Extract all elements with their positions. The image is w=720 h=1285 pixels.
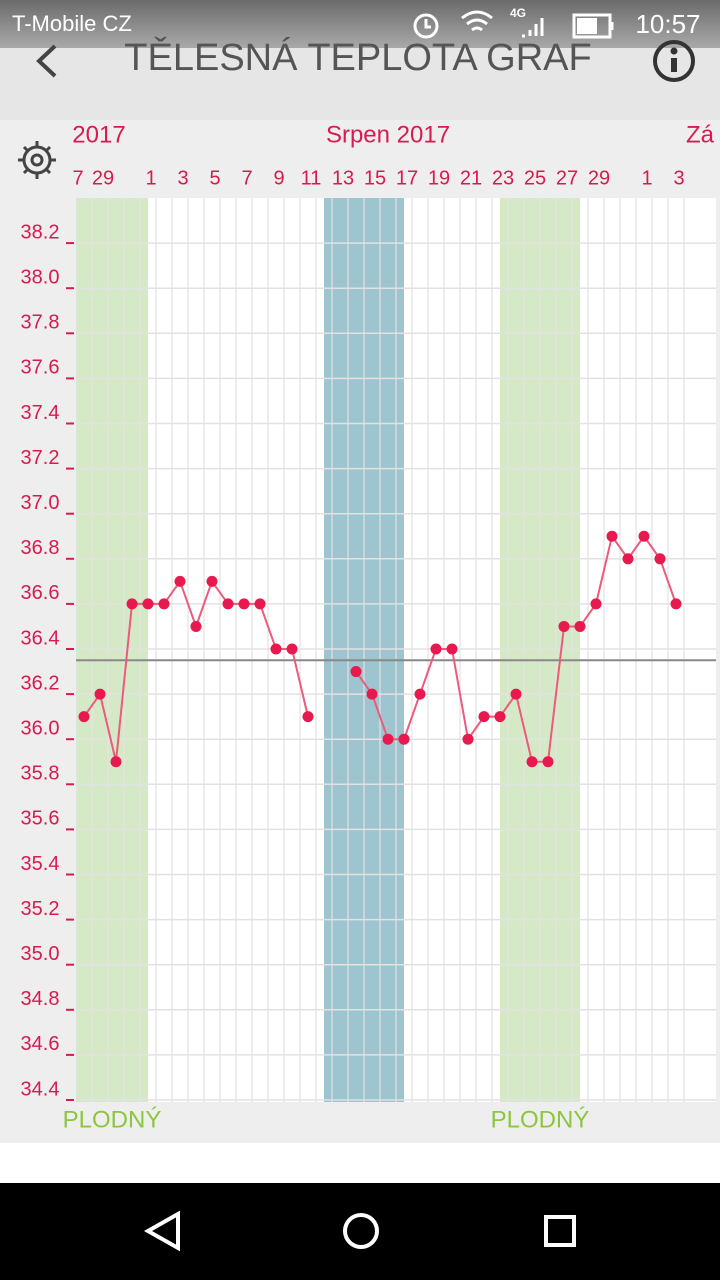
- info-button[interactable]: [653, 40, 695, 82]
- y-tick-label: 38.2: [21, 221, 60, 243]
- x-tick-label: 13: [332, 167, 354, 189]
- temperature-point: [558, 620, 570, 632]
- x-tick-label: 5: [209, 167, 220, 189]
- x-tick-label: 11: [301, 167, 322, 189]
- y-tick-label: 36.0: [21, 717, 60, 739]
- temperature-point: [222, 598, 234, 610]
- y-tick-label: 35.8: [21, 763, 60, 785]
- temperature-point: [238, 598, 250, 610]
- nav-home[interactable]: [343, 1213, 379, 1249]
- y-tick-label: 35.4: [21, 853, 60, 875]
- x-tick-label: 19: [428, 167, 450, 189]
- temperature-point: [654, 553, 666, 565]
- temperature-point: [510, 688, 522, 700]
- temperature-point: [158, 598, 170, 610]
- y-tick-label: 35.6: [21, 808, 60, 830]
- status-icons: [413, 10, 614, 39]
- temperature-point: [494, 711, 506, 723]
- temperature-point: [206, 575, 218, 587]
- x-tick-label: 1: [145, 167, 156, 189]
- temperature-point: [94, 688, 106, 700]
- temperature-point: [526, 756, 538, 768]
- axis: PLODNÝ PLODNÝ34.434.634.835.035.235.435.6…: [21, 121, 715, 1133]
- back-button[interactable]: [36, 44, 57, 78]
- x-tick-label: 3: [177, 167, 188, 189]
- month-label: 2017: [72, 121, 125, 148]
- month-label: Zá: [686, 121, 715, 148]
- temperature-point: [350, 666, 362, 678]
- x-tick-label: 25: [524, 167, 546, 189]
- temperature-point: [590, 598, 602, 610]
- y-tick-label: 38.0: [21, 266, 60, 288]
- carrier: T-Mobile CZ: [12, 11, 132, 36]
- temperature-point: [446, 643, 458, 655]
- temperature-point: [462, 733, 474, 745]
- x-tick-label: 29: [92, 167, 114, 189]
- x-tick-label: 29: [588, 167, 610, 189]
- y-tick-label: 37.6: [21, 357, 60, 379]
- x-tick-label: 21: [460, 167, 482, 189]
- temperature-point: [670, 598, 682, 610]
- y-tick-label: 35.2: [21, 898, 60, 920]
- temperature-point: [286, 643, 298, 655]
- temperature-point: [622, 553, 634, 565]
- x-tick-label: 1: [641, 167, 652, 189]
- temperature-point: [574, 620, 586, 632]
- nav-bar: [0, 1183, 720, 1280]
- x-tick-label: 7: [241, 167, 252, 189]
- y-tick-label: 36.4: [21, 627, 60, 649]
- x-tick-label: 7: [72, 167, 83, 189]
- temperature-point: [478, 711, 490, 723]
- x-tick-label: 17: [396, 167, 418, 189]
- temperature-point: [638, 530, 650, 542]
- x-tick-label: 3: [673, 167, 684, 189]
- status-bar: [0, 0, 720, 48]
- temperature-point: [414, 688, 426, 700]
- month-label: Srpen 2017: [326, 121, 450, 148]
- temperature-point: [542, 756, 554, 768]
- title: TĚLESNÁ TEPLOTA GRAF: [124, 36, 591, 79]
- y-tick-label: 35.0: [21, 943, 60, 965]
- temperature-point: [174, 575, 186, 587]
- y-tick-label: 34.6: [21, 1033, 60, 1055]
- temperature-point: [270, 643, 282, 655]
- band: [76, 198, 148, 1102]
- network: 4G: [510, 6, 526, 20]
- y-tick-label: 37.8: [21, 312, 60, 334]
- temperature-point: [302, 711, 314, 723]
- band-label: PLODNÝ: [491, 1106, 590, 1133]
- temperature-point: [190, 620, 202, 632]
- nav-back[interactable]: [143, 1210, 180, 1252]
- temperature-point: [142, 598, 154, 610]
- nav-recent[interactable]: [544, 1215, 576, 1247]
- temperature-point: [382, 733, 394, 745]
- temperature-point: [366, 688, 378, 700]
- temperature-point: [126, 598, 138, 610]
- temperature-point: [430, 643, 442, 655]
- y-tick-label: 36.6: [21, 582, 60, 604]
- y-tick-label: 36.2: [21, 672, 60, 694]
- x-tick-label: 27: [556, 167, 578, 189]
- band-label: PLODNÝ: [63, 1106, 162, 1133]
- y-tick-label: 34.4: [21, 1078, 60, 1100]
- y-tick-label: 36.8: [21, 537, 60, 559]
- settings-button[interactable]: [18, 141, 56, 179]
- temperature-point: [254, 598, 266, 610]
- temperature-point: [398, 733, 410, 745]
- x-tick-label: 15: [364, 167, 386, 189]
- clock: 10:57: [635, 9, 700, 39]
- y-tick-label: 34.8: [21, 988, 60, 1010]
- plot: [76, 198, 716, 1102]
- x-tick-label: 9: [273, 167, 284, 189]
- temperature-point: [78, 711, 90, 723]
- y-tick-label: 37.0: [21, 492, 60, 514]
- temperature-point: [606, 530, 618, 542]
- y-tick-label: 37.4: [21, 402, 60, 424]
- y-tick-label: 37.2: [21, 447, 60, 469]
- temperature-point: [110, 756, 122, 768]
- x-tick-label: 23: [492, 167, 514, 189]
